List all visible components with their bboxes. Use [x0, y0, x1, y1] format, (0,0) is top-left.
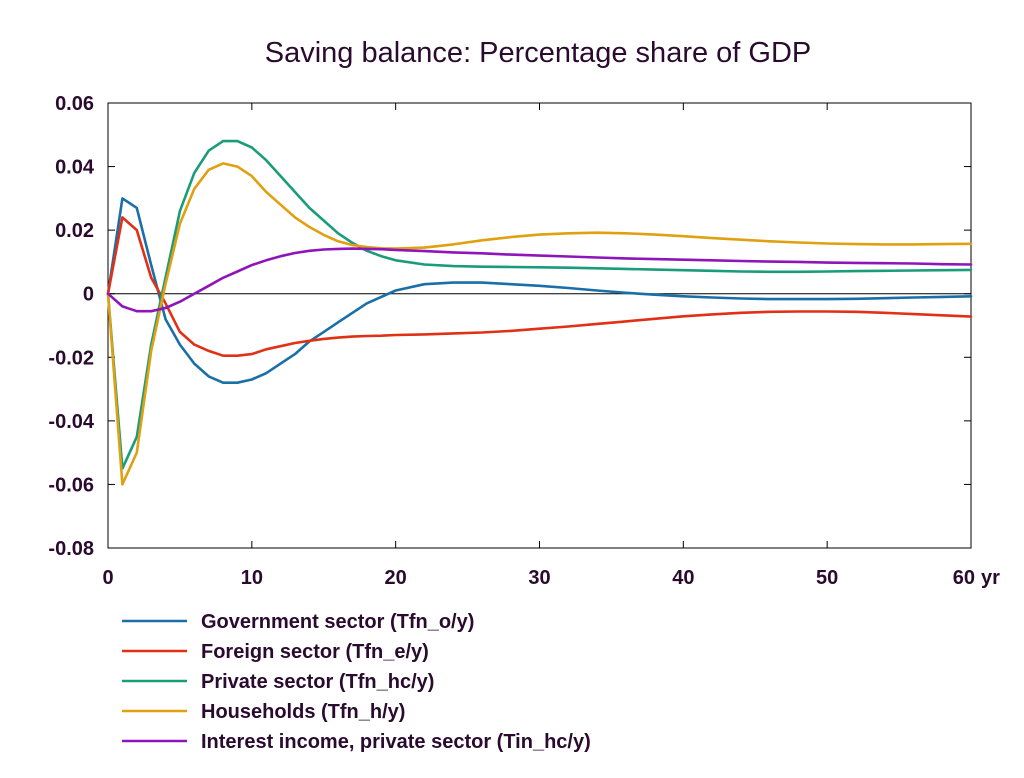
x-tick-label: 0 — [102, 567, 113, 589]
y-tick-label: 0.04 — [55, 157, 95, 179]
series-line-1 — [106, 197, 973, 385]
legend-label: Government sector (Tfn_o/y) — [201, 611, 474, 633]
x-axis-ticks: 0 10 20 30 40 50 60 yr — [102, 103, 1000, 589]
x-tick-label: 20 — [385, 567, 407, 589]
y-tick-label: 0.06 — [55, 93, 94, 115]
y-tick-label: -0.06 — [48, 474, 94, 496]
series-line-3 — [106, 139, 973, 470]
legend-label: Interest income, private sector (Tin_hc/… — [201, 731, 591, 753]
y-tick-label: 0.02 — [55, 220, 94, 242]
series-line-5 — [106, 247, 973, 313]
y-tick-label: -0.02 — [48, 347, 94, 369]
x-tick-label: 10 — [241, 567, 263, 589]
series-lines — [106, 139, 973, 486]
x-tick-label: 60 — [953, 567, 975, 589]
legend-label: Private sector (Tfn_hc/y) — [201, 671, 434, 693]
chart-title: Saving balance: Percentage share of GDP — [265, 37, 812, 69]
x-unit-label: yr — [981, 567, 1000, 589]
y-tick-label: -0.04 — [48, 411, 94, 433]
x-tick-label: 30 — [528, 567, 550, 589]
y-tick-label: -0.08 — [48, 538, 94, 560]
legend-label: Foreign sector (Tfn_e/y) — [201, 641, 429, 663]
y-tick-label: 0 — [83, 284, 94, 306]
series-line-2 — [106, 216, 973, 358]
x-tick-label: 50 — [816, 567, 838, 589]
legend-label: Households (Tfn_h/y) — [201, 701, 405, 723]
legend: Government sector (Tfn_o/y) Foreign secto… — [122, 611, 591, 753]
x-tick-label: 40 — [672, 567, 694, 589]
y-axis-ticks: -0.08 -0.06 -0.04 -0.02 0 0.02 0.04 0.06 — [48, 93, 971, 560]
